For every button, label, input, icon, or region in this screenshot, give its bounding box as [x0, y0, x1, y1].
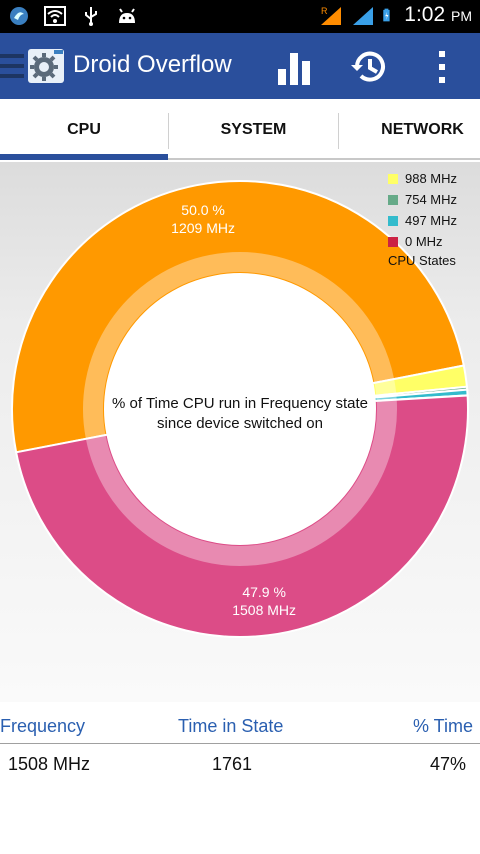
- app-title: Droid Overflow: [73, 51, 232, 78]
- cell-time-in-state: 1761: [212, 754, 253, 774]
- status-bar: R 1:02 PM: [0, 0, 480, 33]
- donut-hole: [105, 274, 375, 544]
- app-logo-icon[interactable]: [26, 47, 66, 85]
- slice-inner-band: [374, 379, 397, 396]
- wifi-icon: [44, 6, 66, 26]
- roaming-badge: R: [321, 6, 328, 16]
- signal-icon: [353, 7, 374, 25]
- header-frequency[interactable]: Frequency: [0, 716, 86, 736]
- legend-label: 0 MHz: [405, 234, 443, 249]
- chart-center-text: % of Time CPU run in Frequency state sin…: [112, 395, 368, 432]
- signal-roaming-icon: R: [321, 6, 342, 25]
- legend-label: 988 MHz: [405, 171, 458, 186]
- tab-bar: CPU SYSTEM NETWORK: [0, 99, 480, 162]
- slice-percent-label: 47.9 %: [242, 584, 286, 600]
- tab-divider: [338, 113, 339, 149]
- tab-system[interactable]: SYSTEM: [220, 121, 287, 138]
- cpu-frequency-donut-chart[interactable]: 50.0 % 1209 MHz 47.9 % 1508 MHz: [0, 162, 480, 702]
- table-header: Frequency Time in State % Time: [0, 712, 480, 742]
- bar-chart-icon[interactable]: [274, 47, 314, 87]
- app-notification-icon: [10, 7, 28, 25]
- header-time-in-state[interactable]: Time in State: [178, 716, 284, 736]
- tab-active-indicator: [0, 154, 168, 160]
- table-divider: [0, 743, 480, 744]
- slice-frequency-label: 1508 MHz: [232, 602, 296, 618]
- header-percent-time[interactable]: % Time: [412, 716, 473, 736]
- slice-frequency-label: 1209 MHz: [171, 220, 235, 236]
- legend-swatch: [388, 215, 398, 226]
- legend-swatch: [388, 236, 398, 247]
- legend-title: CPU States: [388, 253, 456, 268]
- clock: 1:02 PM: [404, 3, 472, 26]
- cell-frequency: 1508 MHz: [8, 754, 91, 774]
- legend-swatch: [388, 194, 398, 205]
- battery-charging-icon: [383, 8, 390, 22]
- tab-cpu[interactable]: CPU: [67, 121, 101, 138]
- slice-inner-band: [85, 399, 397, 566]
- pie-slice-1508-mhz: [14, 394, 469, 638]
- android-debug-icon: [119, 8, 135, 23]
- drawer-icon[interactable]: [0, 51, 26, 81]
- legend-swatch: [388, 173, 398, 184]
- usb-icon: [85, 7, 97, 26]
- legend-item: 497 MHz: [388, 210, 457, 231]
- tab-divider: [168, 113, 169, 149]
- slice-percent-label: 50.0 %: [181, 202, 225, 218]
- history-icon[interactable]: [349, 47, 389, 87]
- legend-item: 0 MHz: [388, 231, 457, 252]
- slice-inner-band: [83, 252, 395, 439]
- legend-item: 754 MHz: [388, 189, 457, 210]
- chart-legend: 988 MHz 754 MHz 497 MHz 0 MHz CPU States: [388, 168, 457, 268]
- tab-network[interactable]: NETWORK: [381, 121, 464, 138]
- table-row[interactable]: 1508 MHz 1761 47%: [0, 750, 480, 780]
- tab-underline: [0, 158, 480, 160]
- legend-label: 497 MHz: [405, 213, 458, 228]
- action-bar: Droid Overflow: [0, 33, 480, 99]
- legend-label: 754 MHz: [405, 192, 458, 207]
- overflow-menu-icon[interactable]: [422, 47, 462, 87]
- cell-percent-time: 47%: [429, 754, 466, 774]
- pie-slice-1209-mhz: [11, 180, 465, 454]
- legend-item: 988 MHz: [388, 168, 457, 189]
